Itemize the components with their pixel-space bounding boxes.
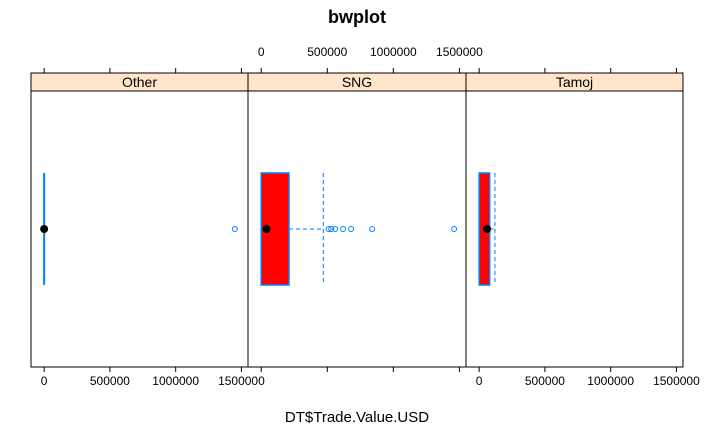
x-tick-label: 0 xyxy=(41,374,48,388)
x-tick-label: 0 xyxy=(476,374,483,388)
median-dot xyxy=(483,225,492,233)
panel-other: Other xyxy=(30,72,249,368)
chart-title: bwplot xyxy=(328,7,386,27)
x-tick-label: 1000000 xyxy=(152,374,199,388)
strip-label: Other xyxy=(122,74,157,90)
x-tick-label: 500000 xyxy=(525,374,565,388)
x-tick-label: 1500000 xyxy=(218,374,265,388)
x-tick-label: 500000 xyxy=(307,45,347,59)
panel-frame xyxy=(30,90,249,368)
outlier-point xyxy=(332,226,339,232)
strip-label: SNG xyxy=(342,74,372,90)
strip-label: Tamoj xyxy=(556,74,593,90)
outlier-point xyxy=(325,226,332,232)
x-tick-label: 500000 xyxy=(90,374,130,388)
x-tick-label: 1500000 xyxy=(436,45,483,59)
outlier-point xyxy=(348,226,355,232)
x-tick-label: 1000000 xyxy=(370,45,417,59)
outlier-point xyxy=(231,226,238,232)
x-tick-label: 0 xyxy=(258,45,265,59)
panel-tamoj: Tamoj xyxy=(465,72,684,368)
outlier-point xyxy=(451,226,458,232)
median-dot xyxy=(40,225,49,233)
panel-frame xyxy=(465,90,684,368)
outlier-point xyxy=(369,226,376,232)
x-tick-label: 1000000 xyxy=(587,374,634,388)
outlier-point xyxy=(328,226,335,232)
panel-sng: SNG xyxy=(247,72,467,368)
panels-layer: Other SNG Tamoj 0 500000 1000000 1500000 0 50000… xyxy=(30,45,700,388)
x-tick-label: 1500000 xyxy=(653,374,700,388)
median-dot xyxy=(262,225,271,233)
x-axis-title: DT$Trade.Value.USD xyxy=(285,409,429,426)
outlier-point xyxy=(340,226,347,232)
